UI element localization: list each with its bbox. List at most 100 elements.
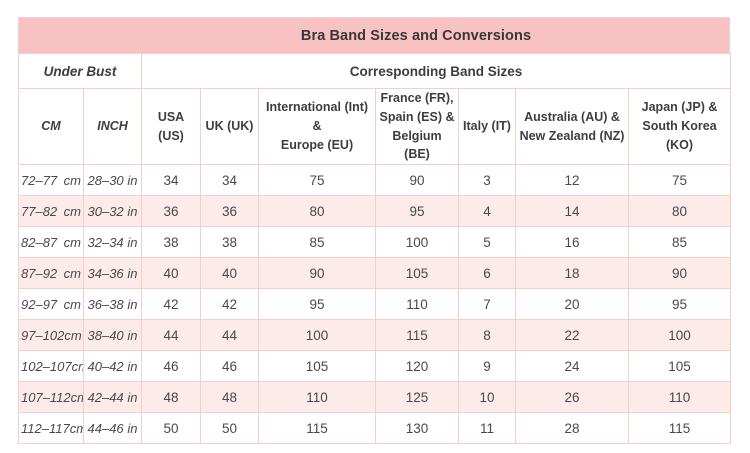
- cell-japan-south-korea: 105: [628, 350, 732, 382]
- cm-measurement: 72–77 cm: [21, 173, 81, 188]
- cell-inch: 38–40 in: [82, 319, 143, 351]
- cell-usa-us: 50: [141, 412, 202, 444]
- inch-measurement: 30–32 in: [88, 204, 138, 219]
- cell-usa-us: 34: [141, 164, 202, 196]
- size-chart-card: Bra Band Sizes and Conversions Under Bus…: [17, 17, 732, 444]
- cm-unit: cm: [69, 420, 83, 436]
- cell-france-spain-belgium: 100: [375, 226, 460, 258]
- cell-uk-uk: 38: [200, 226, 260, 258]
- cell-inch: 42–44 in: [82, 381, 143, 413]
- cell-cm: 87–92 cm: [18, 257, 84, 289]
- cell-france-spain-belgium: 130: [375, 412, 460, 444]
- cell-japan-south-korea: 95: [628, 288, 732, 320]
- cell-international-europe: 90: [258, 257, 377, 289]
- cell-japan-south-korea: 100: [628, 319, 732, 351]
- cell-france-spain-belgium: 125: [375, 381, 460, 413]
- inch-range: 38–40: [87, 327, 124, 343]
- column-header-row: CM INCH USA (US) UK (UK) International (…: [18, 88, 732, 165]
- inch-range: 36–38: [87, 296, 124, 312]
- table-title: Bra Band Sizes and Conversions: [18, 17, 730, 53]
- group-header-row: Under Bust Corresponding Band Sizes: [17, 53, 732, 89]
- cell-australia-new-zealand: 16: [515, 226, 630, 258]
- cell-japan-south-korea: 110: [628, 381, 732, 413]
- cell-japan-south-korea: 75: [628, 164, 732, 196]
- cell-usa-us: 44: [141, 319, 202, 351]
- cm-range: 87–92: [21, 265, 58, 281]
- cell-uk-uk: 46: [200, 350, 260, 382]
- cell-cm: 92–97 cm: [18, 288, 84, 320]
- cell-international-europe: 105: [258, 350, 377, 382]
- cell-japan-south-korea: 80: [628, 195, 732, 227]
- column-header-france-spain-belgium: France (FR), Spain (ES) & Belgium (BE): [375, 88, 460, 165]
- inch-measurement: 34–36 in: [88, 266, 138, 281]
- cell-usa-us: 36: [141, 195, 202, 227]
- inch-unit: in: [127, 389, 138, 405]
- cell-uk-uk: 44: [200, 319, 260, 351]
- cell-uk-uk: 42: [200, 288, 260, 320]
- cell-italy: 8: [458, 319, 517, 351]
- cm-range: 92–97: [21, 296, 58, 312]
- cell-inch: 34–36 in: [82, 257, 143, 289]
- cm-unit: cm: [63, 296, 81, 312]
- cell-italy: 3: [458, 164, 517, 196]
- cm-unit: cm: [63, 265, 81, 281]
- cell-australia-new-zealand: 24: [515, 350, 630, 382]
- cell-australia-new-zealand: 20: [515, 288, 630, 320]
- cell-france-spain-belgium: 105: [375, 257, 460, 289]
- cm-measurement: 92–97 cm: [21, 297, 81, 312]
- table-row: 92–97 cm 36–38 in 42 42 95 110 7 20 95: [18, 288, 732, 320]
- inch-unit: in: [127, 234, 138, 250]
- cell-usa-us: 46: [141, 350, 202, 382]
- cm-measurement: 77–82 cm: [21, 204, 81, 219]
- cell-france-spain-belgium: 110: [375, 288, 460, 320]
- column-header-uk-uk: UK (UK): [200, 88, 260, 165]
- inch-range: 34–36: [87, 265, 124, 281]
- cell-japan-south-korea: 90: [628, 257, 732, 289]
- cm-range: 82–87: [21, 234, 58, 250]
- cell-cm: 77–82 cm: [18, 195, 84, 227]
- cell-france-spain-belgium: 95: [375, 195, 460, 227]
- inch-range: 32–34: [87, 234, 124, 250]
- cm-range: 72–77: [21, 172, 58, 188]
- column-header-australia-new-zealand: Australia (AU) & New Zealand (NZ): [515, 88, 630, 165]
- column-header-italy: Italy (IT): [458, 88, 517, 165]
- inch-range: 44–46: [87, 420, 124, 436]
- cell-international-europe: 85: [258, 226, 377, 258]
- inch-unit: in: [127, 358, 138, 374]
- cell-australia-new-zealand: 12: [515, 164, 630, 196]
- cell-italy: 4: [458, 195, 517, 227]
- cell-cm: 72–77 cm: [18, 164, 84, 196]
- cm-range: 77–82: [21, 203, 58, 219]
- cell-japan-south-korea: 85: [628, 226, 732, 258]
- inch-range: 30–32: [87, 203, 124, 219]
- inch-unit: in: [127, 327, 138, 343]
- cell-cm: 82–87 cm: [18, 226, 84, 258]
- inch-measurement: 32–34 in: [88, 235, 138, 250]
- cell-italy: 11: [458, 412, 517, 444]
- cell-italy: 10: [458, 381, 517, 413]
- table-row: 97–102 cm 38–40 in 44 44 100 115 8 22 100: [18, 319, 732, 351]
- cell-italy: 7: [458, 288, 517, 320]
- cell-italy: 9: [458, 350, 517, 382]
- cell-cm: 97–102 cm: [18, 319, 84, 351]
- cell-uk-uk: 40: [200, 257, 260, 289]
- inch-measurement: 42–44 in: [88, 390, 138, 405]
- cm-measurement: 112–117cm: [21, 420, 83, 436]
- cm-unit: cm: [63, 234, 81, 250]
- cell-cm: 107–112cm: [18, 381, 84, 413]
- cell-australia-new-zealand: 22: [515, 319, 630, 351]
- cm-unit: cm: [71, 358, 83, 374]
- cell-international-europe: 75: [258, 164, 377, 196]
- inch-measurement: 38–40 in: [88, 328, 138, 343]
- inch-measurement: 40–42 in: [88, 359, 138, 374]
- table-body: 72–77 cm 28–30 in 34 34 75 90 3 12 75 77–82 cm 30–32 i…: [18, 164, 732, 444]
- cell-cm: 112–117cm: [18, 412, 84, 444]
- cell-italy: 5: [458, 226, 517, 258]
- cm-unit: cm: [70, 389, 83, 405]
- cell-australia-new-zealand: 18: [515, 257, 630, 289]
- cell-uk-uk: 48: [200, 381, 260, 413]
